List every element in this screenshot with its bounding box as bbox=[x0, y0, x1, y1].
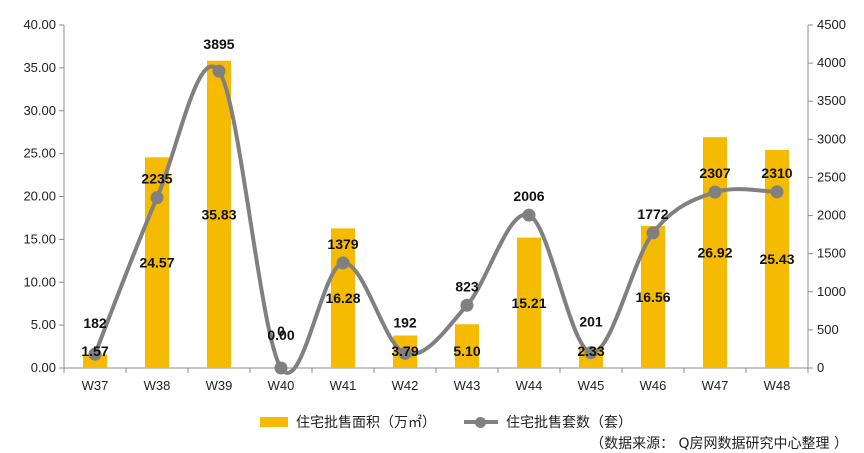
line-point bbox=[274, 361, 288, 375]
bar-data-label: 3.79 bbox=[391, 343, 418, 359]
line-point bbox=[460, 298, 474, 312]
legend-line-label: 住宅批售套数（套） bbox=[506, 415, 632, 431]
line-point bbox=[212, 64, 226, 78]
bar-data-label: 5.10 bbox=[453, 343, 480, 359]
x-tick-label: W45 bbox=[578, 378, 605, 393]
bar-data-label: 1.57 bbox=[81, 343, 108, 359]
line-point bbox=[584, 346, 598, 360]
y-left-tick-label: 30.00 bbox=[23, 103, 56, 118]
axes: 0.00 5.00 10.00 15.00 20.00 25.00 30.00 35.00 40… bbox=[23, 17, 845, 393]
x-tick-label: W44 bbox=[516, 378, 543, 393]
bar-series bbox=[83, 60, 789, 368]
x-tick-label: W40 bbox=[268, 378, 295, 393]
line-point bbox=[150, 191, 164, 205]
y-left-tick-label: 5.00 bbox=[31, 317, 56, 332]
line-data-label: 1379 bbox=[327, 236, 358, 252]
line-data-label: 2235 bbox=[141, 171, 172, 187]
y-left-tick-label: 0.00 bbox=[31, 360, 56, 375]
y-right-tick-label: 0 bbox=[817, 360, 824, 375]
line-point bbox=[88, 347, 102, 361]
line-point bbox=[398, 346, 412, 360]
y-left-tick-label: 15.00 bbox=[23, 231, 56, 246]
line-data-label: 2310 bbox=[761, 165, 792, 181]
bar-data-label: 16.28 bbox=[325, 290, 360, 306]
x-tick-label: W37 bbox=[82, 378, 109, 393]
line-data-label: 0 bbox=[277, 323, 285, 339]
y-right-tick-label: 4500 bbox=[817, 17, 846, 32]
legend-bar-swatch bbox=[260, 417, 288, 427]
y-right-tick-label: 3500 bbox=[817, 93, 846, 108]
x-tick-label: W38 bbox=[144, 378, 171, 393]
bar-data-label: 2.33 bbox=[577, 343, 604, 359]
y-right-tick-label: 4000 bbox=[817, 55, 846, 70]
bar-data-label: 25.43 bbox=[759, 251, 794, 267]
y-right-tick-label: 500 bbox=[817, 322, 839, 337]
line-data-label: 2006 bbox=[513, 188, 544, 204]
y-left-tick-label: 20.00 bbox=[23, 189, 56, 204]
bar-data-label: 16.56 bbox=[635, 289, 670, 305]
bar bbox=[455, 324, 479, 368]
chart: 0.00 5.00 10.00 15.00 20.00 25.00 30.00 35.00 40… bbox=[23, 17, 845, 393]
y-left-tick-label: 35.00 bbox=[23, 60, 56, 75]
line-data-label: 1772 bbox=[637, 206, 668, 222]
bar-data-label: 0.00 bbox=[267, 327, 294, 343]
y-right-tick-label: 2500 bbox=[817, 169, 846, 184]
x-tick-label: W41 bbox=[330, 378, 357, 393]
x-tick-label: W39 bbox=[206, 378, 233, 393]
line-point bbox=[522, 208, 536, 222]
line-path bbox=[93, 64, 778, 375]
y-right-tick-label: 1000 bbox=[817, 284, 846, 299]
legend-line-swatch bbox=[464, 417, 498, 428]
source-note: （数据来源： Q房网数据研究中心整理 ） bbox=[590, 436, 848, 452]
x-tick-label: W48 bbox=[764, 378, 791, 393]
bar bbox=[207, 60, 231, 368]
bar bbox=[331, 228, 355, 368]
line-data-label: 2307 bbox=[699, 165, 730, 181]
y-left-tick-label: 10.00 bbox=[23, 274, 56, 289]
legend-item-area: 住宅批售面积（万㎡） bbox=[260, 412, 436, 432]
line-point bbox=[336, 256, 350, 270]
line-data-label: 201 bbox=[579, 314, 603, 330]
line-data-label: 192 bbox=[393, 314, 417, 330]
x-tick-label: W43 bbox=[454, 378, 481, 393]
y-right-tick-label: 2000 bbox=[817, 208, 846, 223]
line-point bbox=[646, 226, 660, 240]
legend: 住宅批售面积（万㎡） 住宅批售套数（套） bbox=[260, 412, 660, 432]
bar-data-label: 26.92 bbox=[697, 245, 732, 261]
line-data-label: 182 bbox=[83, 315, 107, 331]
bar bbox=[517, 237, 541, 368]
x-tick-label: W42 bbox=[392, 378, 419, 393]
y-left-tick-label: 25.00 bbox=[23, 146, 56, 161]
bar-data-label: 35.83 bbox=[201, 206, 236, 222]
x-tick-label: W47 bbox=[702, 378, 729, 393]
line-data-label: 3895 bbox=[203, 36, 234, 52]
legend-item-count: 住宅批售套数（套） bbox=[464, 412, 632, 432]
data-labels: 1.57 24.57 35.83 0.00 16.28 3.79 5.10 15.21 2.33… bbox=[81, 36, 794, 359]
line-data-label: 823 bbox=[455, 278, 479, 294]
y-right-tick-label: 3000 bbox=[817, 131, 846, 146]
line-point bbox=[708, 185, 722, 199]
y-left-tick-label: 40.00 bbox=[23, 17, 56, 32]
y-right-tick-label: 1500 bbox=[817, 246, 846, 261]
bar-data-label: 15.21 bbox=[511, 295, 546, 311]
bar bbox=[703, 137, 727, 368]
bar bbox=[83, 354, 107, 368]
legend-bar-label: 住宅批售面积（万㎡） bbox=[296, 415, 436, 431]
line-series bbox=[88, 64, 784, 375]
bar-data-label: 24.57 bbox=[139, 255, 174, 271]
x-tick-label: W46 bbox=[640, 378, 667, 393]
line-point bbox=[770, 185, 784, 199]
